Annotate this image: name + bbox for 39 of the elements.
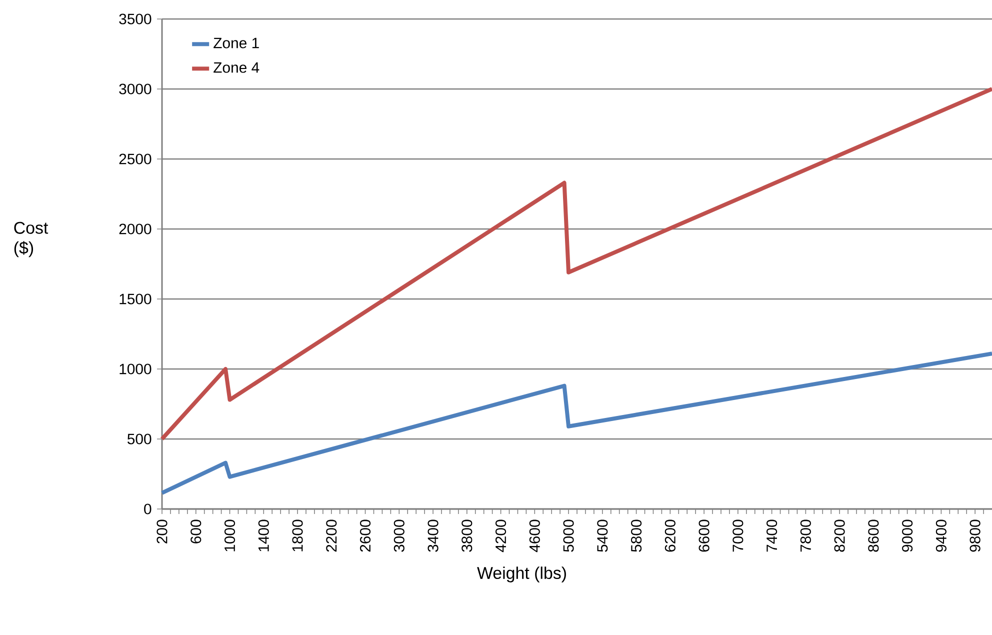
y-axis-title: Cost ($)	[14, 222, 48, 258]
x-tick-label: 2600	[360, 520, 371, 552]
x-tick-label: 7000	[732, 520, 744, 552]
x-tick-label: 9000	[902, 520, 913, 552]
y-tick-label: 1000	[120, 364, 152, 374]
line-series	[160, 86, 992, 441]
x-tick-label: 6200	[664, 520, 676, 552]
y-tick-label: 500	[127, 434, 152, 444]
x-tick-label: 7800	[800, 520, 811, 552]
x-axis-title: Weight (lbs)	[477, 566, 566, 582]
x-tick-label: 5400	[597, 520, 608, 552]
x-tick-label: 8600	[868, 520, 879, 552]
legend-label: Zone 4	[214, 62, 260, 73]
x-tick-label: 8200	[834, 520, 845, 552]
y-tick-label: 1500	[120, 294, 152, 304]
y-tick-label: 2500	[119, 154, 152, 164]
x-tick-label: 6600	[698, 520, 710, 552]
line-series	[160, 352, 992, 495]
y-tick-label: 0	[144, 504, 152, 514]
x-tick-label: 1000	[224, 520, 236, 552]
x-tick-label: 7400	[766, 520, 778, 552]
x-tick-label: 3000	[394, 520, 404, 552]
x-tick-label: 200	[156, 520, 168, 544]
y-tick-label: 3000	[119, 84, 152, 94]
x-tick-label: 600	[190, 520, 202, 544]
x-tick-label: 3800	[462, 520, 472, 552]
x-tick-label: 3400	[428, 520, 438, 552]
x-tick-label: 2200	[326, 520, 337, 552]
x-tick-label: 9800	[970, 520, 980, 552]
x-tick-label: 1800	[292, 520, 303, 552]
legend-label: Zone 1	[214, 38, 259, 48]
x-tick-label: 4200	[495, 520, 506, 552]
y-tick-label: 3500	[119, 14, 152, 24]
x-tick-label: 4600	[529, 520, 540, 552]
x-tick-label: 5800	[631, 520, 642, 552]
x-tick-label: 5000	[563, 520, 574, 552]
y-tick-label: 2000	[119, 224, 152, 234]
x-tick-label: 1400	[258, 520, 269, 552]
x-tick-label: 9400	[936, 520, 946, 552]
